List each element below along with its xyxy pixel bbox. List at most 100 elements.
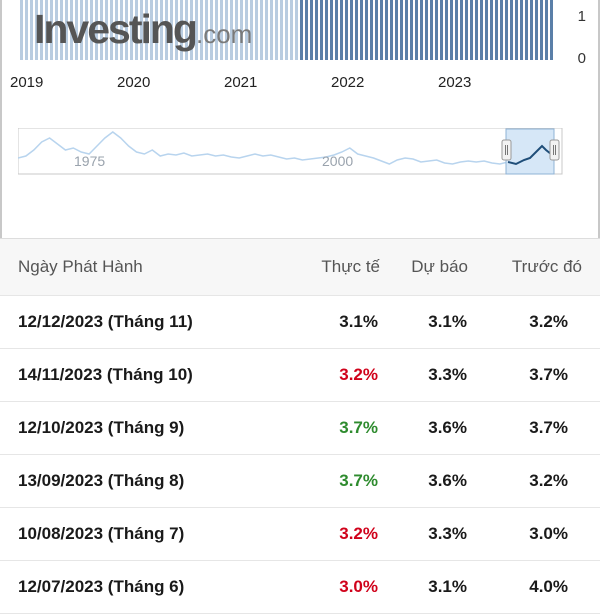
chart-bar [415, 0, 418, 60]
chart-bar [435, 0, 438, 60]
chart-bar [505, 0, 508, 60]
previous-value-cell: 3.2% [529, 471, 568, 490]
chart-bar [335, 0, 338, 60]
actual-value-cell: 3.1% [339, 312, 378, 331]
chart-bar [260, 0, 263, 60]
chart-bar [185, 0, 188, 60]
chart-bar [205, 0, 208, 60]
forecast-value-cell: 3.1% [428, 312, 467, 331]
x-axis-tick: 2019 [10, 74, 44, 91]
chart-bar [95, 0, 98, 60]
chart-bar [55, 0, 58, 60]
chart-bar [500, 0, 503, 60]
chart-bar [390, 0, 393, 60]
logo-main-text: Investing [34, 6, 198, 52]
chart-bar [85, 0, 88, 60]
chart-bar [375, 0, 378, 60]
navigator-left-handle[interactable] [501, 139, 512, 161]
navigator-chart[interactable] [18, 128, 563, 178]
x-axis-tick: 2023 [438, 74, 472, 91]
chart-bar [110, 0, 113, 60]
chart-bar [275, 0, 278, 60]
chart-bar [105, 0, 108, 60]
chart-bar [540, 0, 543, 60]
main-chart-bars [20, 0, 553, 60]
release-date-cell: 13/09/2023 (Tháng 8) [18, 471, 185, 490]
chart-bar [365, 0, 368, 60]
previous-value-cell: 3.7% [529, 418, 568, 437]
chart-bar [155, 0, 158, 60]
actual-value-cell: 3.0% [339, 577, 378, 596]
chart-bar [270, 0, 273, 60]
navigator-frame [18, 128, 563, 175]
chart-bar [225, 0, 228, 60]
chart-bar [180, 0, 183, 60]
chart-bar [70, 0, 73, 60]
chart-bar [170, 0, 173, 60]
chart-bar [305, 0, 308, 60]
chart-bar [125, 0, 128, 60]
release-date-cell: 12/12/2023 (Tháng 11) [18, 312, 193, 331]
chart-bar [100, 0, 103, 60]
header-actual[interactable]: Thực tế [321, 257, 380, 276]
chart-bar [450, 0, 453, 60]
chart-bar [360, 0, 363, 60]
chart-bar [495, 0, 498, 60]
forecast-value-cell: 3.6% [428, 418, 467, 437]
table-row: 12/07/2023 (Tháng 6) 3.0% 3.1% 4.0% [0, 561, 600, 614]
chart-bar [475, 0, 478, 60]
chart-bar [115, 0, 118, 60]
chart-bar [350, 0, 353, 60]
chart-bar [150, 0, 153, 60]
chart-bar [440, 0, 443, 60]
actual-value-cell: 3.7% [339, 471, 378, 490]
actual-value-cell: 3.2% [339, 524, 378, 543]
chart-bar [290, 0, 293, 60]
chart-bar [430, 0, 433, 60]
logo-suffix-text: .com [195, 19, 253, 49]
previous-value-cell: 3.7% [529, 365, 568, 384]
chart-bar [400, 0, 403, 60]
chart-bar [240, 0, 243, 60]
header-previous[interactable]: Trước đó [511, 257, 582, 276]
release-date-cell: 14/11/2023 (Tháng 10) [18, 365, 193, 384]
release-date-cell: 12/07/2023 (Tháng 6) [18, 577, 185, 596]
chart-bar [465, 0, 468, 60]
navigator-history-line [18, 131, 508, 165]
header-forecast[interactable]: Dự báo [411, 257, 468, 276]
chart-bar [250, 0, 253, 60]
y-axis-tick: 0 [577, 50, 586, 67]
chart-bar [175, 0, 178, 60]
actual-value-cell: 3.2% [339, 365, 378, 384]
chart-bar [480, 0, 483, 60]
chart-bar [395, 0, 398, 60]
chart-bar [165, 0, 168, 60]
x-axis-tick: 2020 [117, 74, 151, 91]
chart-bar [485, 0, 488, 60]
chart-bar [230, 0, 233, 60]
chart-panel: Investing.com 1 0 2019 2020 2021 2022 20… [0, 0, 600, 238]
chart-bar [515, 0, 518, 60]
chart-bar [145, 0, 148, 60]
navigator-right-handle[interactable] [549, 139, 560, 161]
chart-bar [310, 0, 313, 60]
chart-bar [235, 0, 238, 60]
previous-value-cell: 3.2% [529, 312, 568, 331]
chart-bar [455, 0, 458, 60]
chart-bar [355, 0, 358, 60]
table-body: 12/12/2023 (Tháng 11) 3.1% 3.1% 3.2% 14/11/2… [0, 296, 600, 614]
chart-bar [405, 0, 408, 60]
chart-bar [340, 0, 343, 60]
chart-bar [525, 0, 528, 60]
header-release-date[interactable]: Ngày Phát Hành [18, 257, 143, 276]
table-row: 13/09/2023 (Tháng 8) 3.7% 3.6% 3.2% [0, 455, 600, 508]
chart-bar [245, 0, 248, 60]
chart-bar [530, 0, 533, 60]
table-row: 10/08/2023 (Tháng 7) 3.2% 3.3% 3.0% [0, 508, 600, 561]
chart-bar [65, 0, 68, 60]
navigator-selected-range[interactable] [505, 128, 555, 175]
release-date-cell: 12/10/2023 (Tháng 9) [18, 418, 185, 437]
chart-bar [160, 0, 163, 60]
chart-bar [255, 0, 258, 60]
chart-bar [265, 0, 268, 60]
